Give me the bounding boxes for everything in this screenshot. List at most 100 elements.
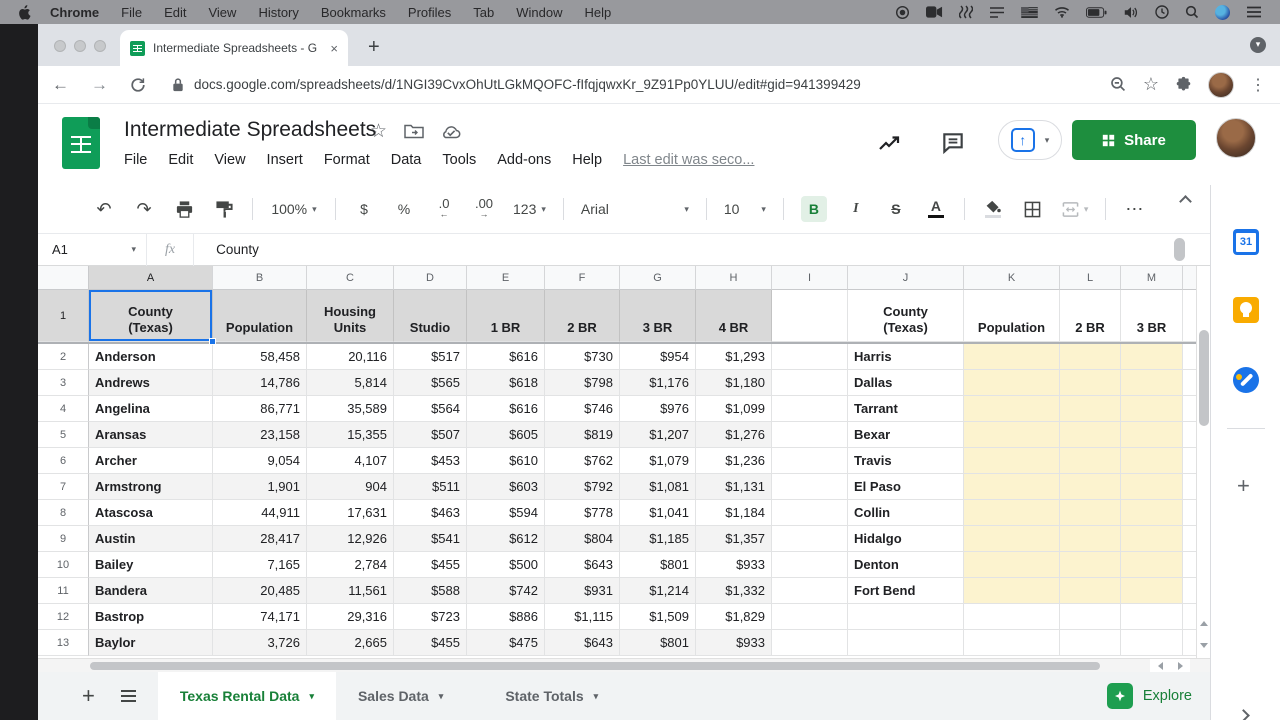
cell-L1[interactable]: 2 BR bbox=[1060, 290, 1121, 342]
cell-J6[interactable]: Travis bbox=[848, 448, 964, 474]
cell-F12[interactable]: $1,115 bbox=[545, 604, 620, 630]
row-header-3[interactable]: 3 bbox=[38, 370, 89, 396]
number-format-button[interactable]: 123 ▾ bbox=[513, 201, 546, 217]
wifi-icon[interactable] bbox=[1054, 6, 1070, 18]
vertical-scrollbar[interactable] bbox=[1196, 266, 1211, 658]
col-header-A[interactable]: A bbox=[89, 266, 213, 290]
cell-H7[interactable]: $1,131 bbox=[696, 474, 772, 500]
padlock-icon[interactable] bbox=[172, 77, 184, 92]
spotlight-icon[interactable] bbox=[1185, 5, 1199, 19]
cell-K9[interactable] bbox=[964, 526, 1060, 552]
cell-F8[interactable]: $778 bbox=[545, 500, 620, 526]
bold-button[interactable]: B bbox=[800, 196, 827, 222]
row-header-11[interactable]: 11 bbox=[38, 578, 89, 604]
cell-G13[interactable]: $801 bbox=[620, 630, 696, 656]
cell-M12[interactable] bbox=[1121, 604, 1183, 630]
menubar-item-help[interactable]: Help bbox=[584, 4, 612, 20]
cell-K2[interactable] bbox=[964, 344, 1060, 370]
name-box[interactable]: A1 ▾ bbox=[38, 242, 146, 257]
cell-I9[interactable] bbox=[772, 526, 848, 552]
cell-B11[interactable]: 20,485 bbox=[213, 578, 307, 604]
assistant-app-icon[interactable] bbox=[1215, 4, 1230, 20]
sheet-tab-state-totals[interactable]: State Totals ▾ bbox=[505, 688, 599, 704]
cell-I12[interactable] bbox=[772, 604, 848, 630]
cell-J7[interactable]: El Paso bbox=[848, 474, 964, 500]
cell-I4[interactable] bbox=[772, 396, 848, 422]
cell-G3[interactable]: $1,176 bbox=[620, 370, 696, 396]
cell-D2[interactable]: $517 bbox=[394, 344, 467, 370]
strikethrough-button[interactable]: S bbox=[891, 201, 901, 217]
row-header-6[interactable]: 6 bbox=[38, 448, 89, 474]
cell-H1[interactable]: 4 BR bbox=[696, 290, 772, 342]
formula-input[interactable]: County bbox=[216, 242, 259, 257]
cell-C11[interactable]: 11,561 bbox=[307, 578, 394, 604]
cell-F3[interactable]: $798 bbox=[545, 370, 620, 396]
decrease-decimal-button[interactable]: .0 ← bbox=[438, 196, 450, 219]
menu-data[interactable]: Data bbox=[390, 152, 422, 168]
menu-edit[interactable]: Edit bbox=[168, 152, 194, 168]
cell-G11[interactable]: $1,214 bbox=[620, 578, 696, 604]
cell-G2[interactable]: $954 bbox=[620, 344, 696, 370]
minimize-window-button[interactable] bbox=[74, 40, 86, 52]
cell-B7[interactable]: 1,901 bbox=[213, 474, 307, 500]
cell-G12[interactable]: $1,509 bbox=[620, 604, 696, 630]
calendar-icon[interactable]: 31 bbox=[1233, 229, 1259, 255]
cell-L11[interactable] bbox=[1060, 578, 1121, 604]
cell-K8[interactable] bbox=[964, 500, 1060, 526]
row-header-1[interactable]: 1 bbox=[38, 290, 89, 342]
url-text[interactable]: docs.google.com/spreadsheets/d/1NGI39Cvx… bbox=[194, 77, 861, 92]
cell-E3[interactable]: $618 bbox=[467, 370, 545, 396]
menubar-item-profiles[interactable]: Profiles bbox=[407, 4, 452, 20]
cell-C5[interactable]: 15,355 bbox=[307, 422, 394, 448]
sheet-tab-sales-data[interactable]: Sales Data ▾ bbox=[357, 688, 444, 704]
fill-color-button[interactable] bbox=[982, 196, 1004, 222]
cell-B12[interactable]: 74,171 bbox=[213, 604, 307, 630]
select-all-corner[interactable] bbox=[38, 266, 89, 290]
undo-icon[interactable]: ↶ bbox=[96, 198, 112, 219]
cell-I3[interactable] bbox=[772, 370, 848, 396]
cloud-saved-icon[interactable] bbox=[440, 123, 462, 139]
cell-E12[interactable]: $886 bbox=[467, 604, 545, 630]
cell-B5[interactable]: 23,158 bbox=[213, 422, 307, 448]
cell-G10[interactable]: $801 bbox=[620, 552, 696, 578]
cell-F1[interactable]: 2 BR bbox=[545, 290, 620, 342]
apple-logo-icon[interactable] bbox=[18, 4, 31, 20]
cell-B6[interactable]: 9,054 bbox=[213, 448, 307, 474]
menubar-item-history[interactable]: History bbox=[258, 4, 299, 20]
cell-A12[interactable]: Bastrop bbox=[89, 604, 213, 630]
cell-H2[interactable]: $1,293 bbox=[696, 344, 772, 370]
text-color-button[interactable]: A bbox=[925, 196, 947, 222]
row-header-12[interactable]: 12 bbox=[38, 604, 89, 630]
waves-icon[interactable] bbox=[959, 5, 973, 19]
back-icon[interactable]: ← bbox=[52, 74, 69, 94]
cell-K1[interactable]: Population bbox=[964, 290, 1060, 342]
cell-L6[interactable] bbox=[1060, 448, 1121, 474]
cell-C10[interactable]: 2,784 bbox=[307, 552, 394, 578]
cell-H9[interactable]: $1,357 bbox=[696, 526, 772, 552]
cell-G5[interactable]: $1,207 bbox=[620, 422, 696, 448]
menu-addons[interactable]: Add-ons bbox=[497, 152, 552, 168]
col-header-F[interactable]: F bbox=[545, 266, 620, 290]
sidecar-icon[interactable] bbox=[989, 6, 1005, 19]
format-currency-button[interactable]: $ bbox=[360, 201, 368, 217]
menu-format[interactable]: Format bbox=[323, 152, 370, 168]
keyboard-flag-icon[interactable] bbox=[1021, 6, 1038, 18]
new-tab-button[interactable]: + bbox=[368, 36, 380, 58]
cell-K5[interactable] bbox=[964, 422, 1060, 448]
cell-M8[interactable] bbox=[1121, 500, 1183, 526]
cell-I10[interactable] bbox=[772, 552, 848, 578]
cell-I11[interactable] bbox=[772, 578, 848, 604]
cell-G4[interactable]: $976 bbox=[620, 396, 696, 422]
cell-G9[interactable]: $1,185 bbox=[620, 526, 696, 552]
cell-M2[interactable] bbox=[1121, 344, 1183, 370]
font-size-select[interactable]: 10 ▾ bbox=[723, 201, 766, 217]
volume-icon[interactable] bbox=[1123, 6, 1139, 19]
trend-history-icon[interactable] bbox=[876, 132, 902, 156]
menubar-item-bookmarks[interactable]: Bookmarks bbox=[320, 4, 386, 20]
cell-E2[interactable]: $616 bbox=[467, 344, 545, 370]
cell-M4[interactable] bbox=[1121, 396, 1183, 422]
cell-B1[interactable]: Population bbox=[213, 290, 307, 342]
col-header-G[interactable]: G bbox=[620, 266, 696, 290]
scroll-left-button[interactable] bbox=[1150, 659, 1170, 673]
camera-icon[interactable] bbox=[926, 6, 943, 18]
